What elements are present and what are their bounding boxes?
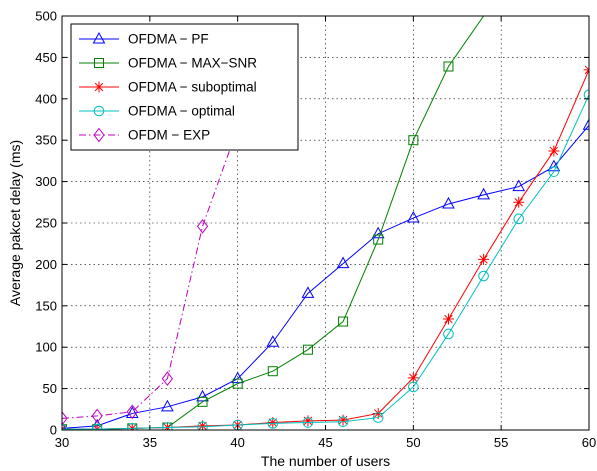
data-point (408, 381, 419, 393)
data-point (126, 423, 138, 430)
series-line (62, 127, 239, 419)
data-point (548, 166, 560, 177)
legend-label: OFDMA − PF (128, 32, 209, 47)
data-point (302, 344, 313, 355)
y-tick-label: 350 (35, 133, 57, 148)
data-point (443, 61, 454, 72)
data-point (125, 406, 139, 418)
data-point (301, 286, 315, 298)
y-axis-label: Average pakcet delay (ms) (7, 140, 23, 306)
legend: OFDMA − PF OFDMA − MAX−SNR OFDMA − subopti… (70, 23, 299, 151)
data-point (408, 135, 419, 146)
y-tick-label: 0 (50, 423, 57, 438)
y-tick-label: 250 (35, 216, 57, 231)
data-point (373, 234, 384, 245)
legend-label: OFDMA − MAX−SNR (128, 56, 257, 71)
legend-entry: OFDMA − MAX−SNR (79, 56, 257, 71)
y-tick-label: 300 (35, 174, 57, 189)
legend-entry: OFDMA − optimal (79, 104, 235, 119)
data-point (196, 218, 209, 234)
data-point (406, 210, 420, 223)
data-point (62, 421, 67, 430)
data-point (478, 253, 490, 265)
data-point (231, 371, 245, 384)
data-point (442, 196, 455, 209)
legend-marker (93, 127, 105, 143)
data-point (91, 423, 103, 430)
data-point (267, 418, 279, 429)
data-point (196, 389, 209, 402)
data-point (197, 396, 208, 407)
x-axis-label: The number of users (261, 453, 390, 469)
x-tick-label: 40 (230, 435, 244, 450)
x-tick-label: 50 (406, 435, 420, 450)
y-tick-label: 100 (35, 340, 57, 355)
data-point (477, 187, 490, 200)
data-point (337, 416, 349, 428)
y-tick-label: 400 (35, 91, 57, 106)
data-point (513, 213, 525, 225)
y-tick-label: 200 (35, 257, 57, 272)
data-point (478, 270, 489, 282)
data-point (161, 371, 174, 386)
legend-entry: OFDMA − suboptimal (79, 80, 257, 95)
legend-label: OFDM − EXP (128, 128, 210, 143)
data-point (197, 420, 209, 430)
y-tick-label: 500 (35, 9, 57, 24)
data-point (267, 366, 278, 377)
x-tick-label: 30 (55, 435, 69, 450)
x-tick-label: 45 (318, 435, 332, 450)
data-point (302, 415, 314, 427)
data-point (372, 412, 384, 423)
data-point (582, 118, 589, 130)
data-point (513, 196, 525, 208)
legend-entry: OFDMA − PF (79, 32, 209, 47)
legend-marker (93, 81, 105, 93)
data-point (407, 372, 419, 384)
legend-entry: OFDM − EXP (79, 128, 210, 143)
data-point (162, 422, 173, 430)
data-point (512, 179, 526, 192)
x-tick-label: 35 (143, 435, 157, 450)
legend-label: OFDMA − optimal (128, 104, 235, 119)
data-point (161, 399, 174, 412)
y-tick-label: 50 (43, 381, 57, 396)
data-point (91, 408, 103, 424)
x-tick-label: 55 (494, 435, 508, 450)
legend-label: OFDMA − suboptimal (128, 80, 257, 95)
y-tick-label: 450 (35, 50, 57, 65)
data-point (126, 404, 138, 420)
data-point (302, 417, 314, 428)
data-point (336, 256, 350, 269)
y-tick-label: 150 (35, 298, 57, 313)
legend-marker (94, 58, 104, 68)
data-point (442, 313, 454, 325)
data-point (337, 414, 349, 426)
data-point (232, 378, 243, 389)
data-point (267, 417, 279, 429)
data-point (443, 328, 454, 340)
legend-marker (93, 105, 105, 117)
legend-marker (92, 31, 106, 44)
axis-ticks: 30 35 40 45 50 55 60 0 50 100 150 200 250 300 350 400 45… (35, 9, 596, 451)
series-line (62, 124, 589, 429)
x-tick-label: 60 (582, 435, 596, 450)
data-point (266, 335, 280, 347)
data-point (197, 421, 208, 430)
data-point (372, 407, 384, 419)
data-point (548, 145, 560, 157)
data-point (338, 316, 349, 327)
data-point (583, 89, 589, 100)
data-point (62, 411, 68, 426)
